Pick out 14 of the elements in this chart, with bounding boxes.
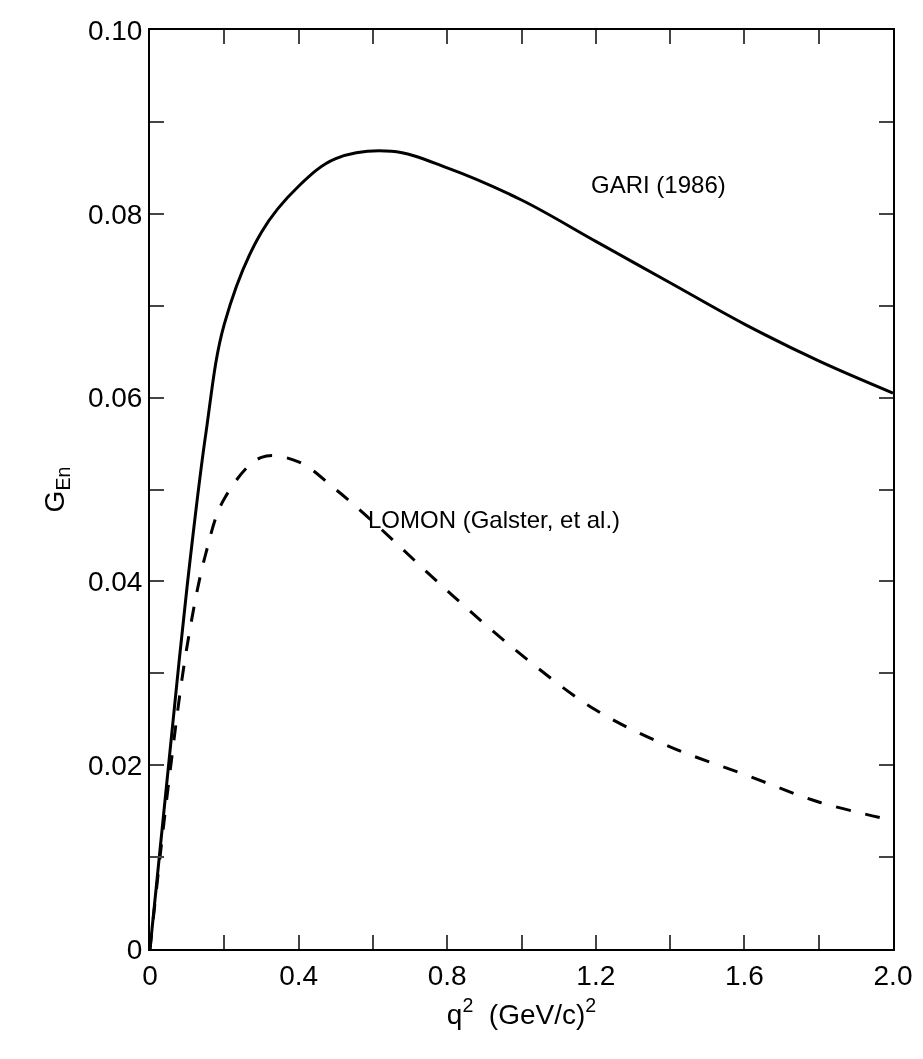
x-tick-label: 2.0: [873, 959, 913, 991]
x-tick-label: 0.4: [279, 959, 319, 991]
y-tick-label: 0.02: [87, 750, 143, 781]
x-tick-label: 1.2: [576, 959, 616, 991]
y-tick-label: 0.06: [87, 382, 143, 414]
series-label: LOMON (Galster, et al.): [368, 506, 621, 533]
y-tick-label: 0: [126, 933, 143, 965]
x-tick-label: 1.6: [724, 959, 764, 991]
y-tick-label: 0.10: [87, 14, 143, 46]
series-label: GARI (1986): [591, 171, 726, 198]
y-tick-label: 0.04: [87, 566, 143, 598]
y-tick-label: 0.08: [87, 198, 143, 230]
x-tick-label: 0.8: [427, 959, 467, 991]
x-axis-title: q$^{2}$ (GeV/c)$^{2}$: [446, 994, 597, 1031]
